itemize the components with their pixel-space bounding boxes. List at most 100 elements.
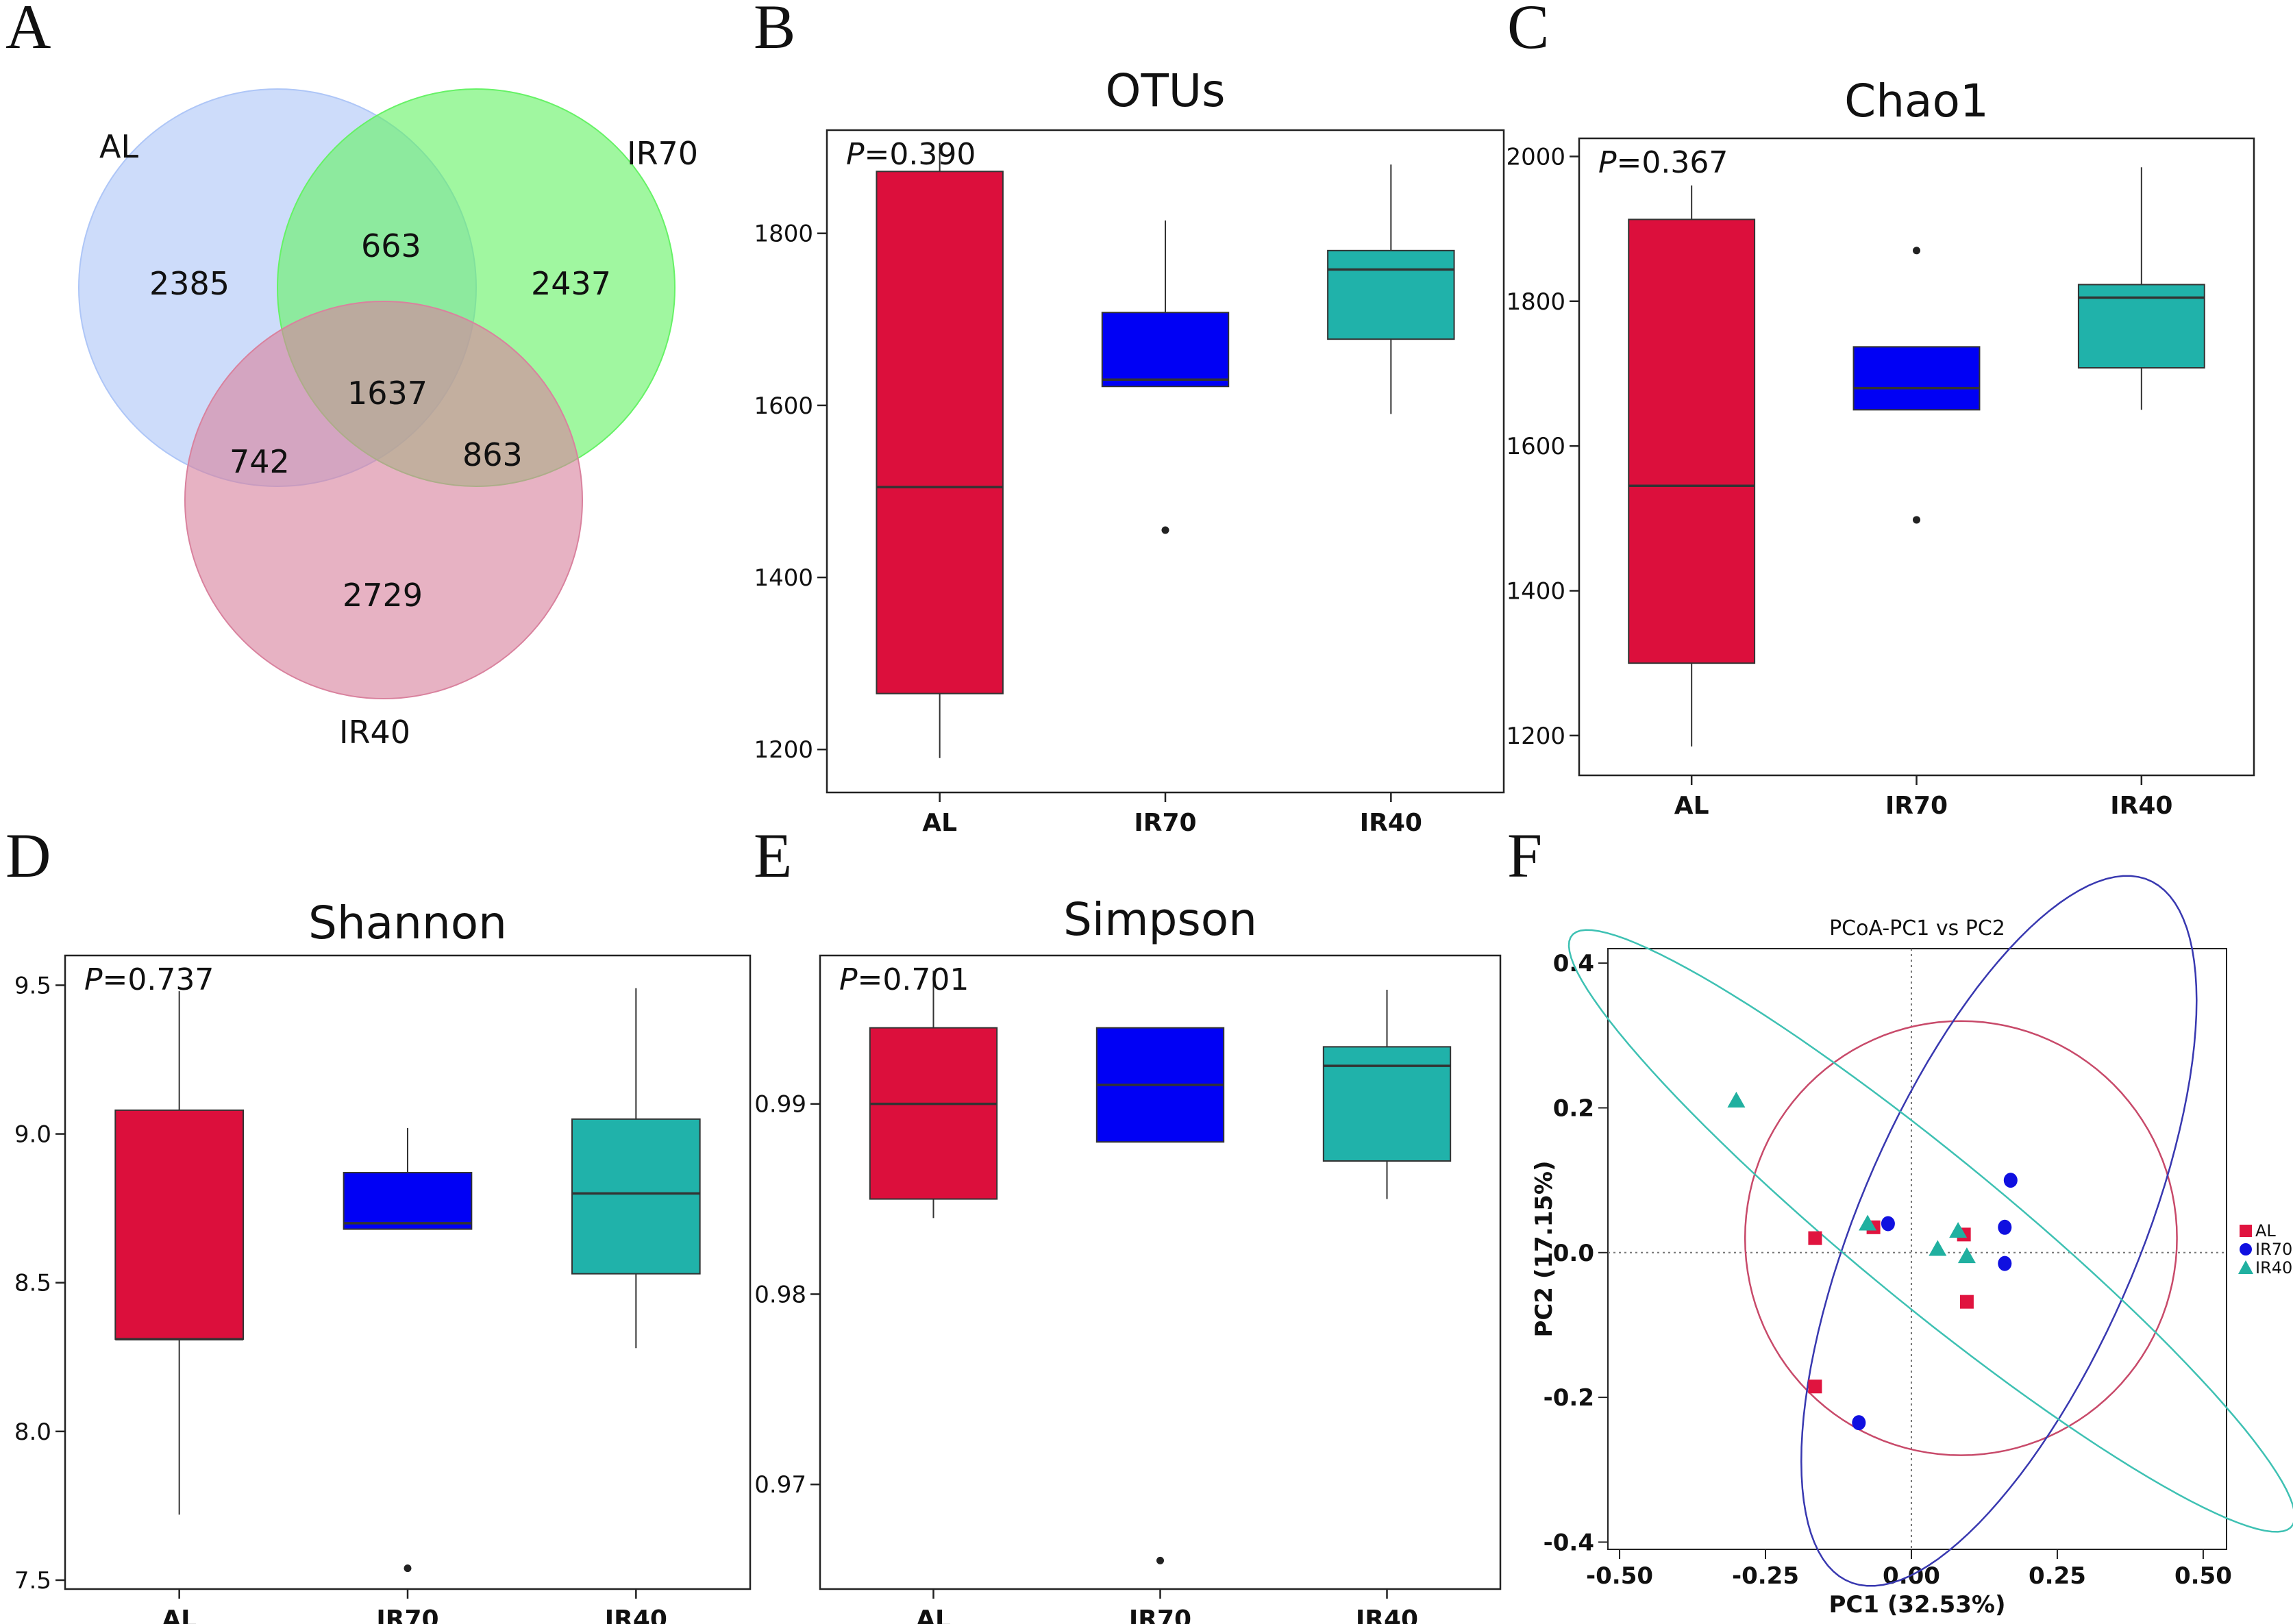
x-tick-label-al: AL — [922, 809, 957, 837]
venn-count-al-only: 2385 — [149, 265, 230, 302]
data-point-ir70 — [1998, 1256, 2012, 1271]
box-al — [114, 1109, 244, 1340]
data-point-ir40 — [1957, 1247, 1976, 1264]
y-tick-label: 0.97 — [754, 1471, 806, 1499]
venn-count-ir70-only: 2437 — [531, 265, 611, 302]
chart-title: Shannon — [308, 897, 507, 949]
y-tick-label: 1600 — [754, 392, 813, 420]
box-ir70 — [1101, 312, 1230, 388]
p-value-number: =0.390 — [865, 137, 976, 172]
legend-label-ir40: IR40 — [2255, 1258, 2292, 1277]
venn-label-ir40: IR40 — [339, 714, 410, 751]
p-value-label: P=0.737 — [84, 962, 214, 997]
box-al — [876, 171, 1004, 695]
y-tick-label: 9.0 — [14, 1121, 51, 1149]
box-ir70 — [1852, 346, 1981, 411]
legend-marker-ir70 — [2240, 1243, 2252, 1256]
venn-count-ir70-ir40: 863 — [462, 436, 523, 473]
y-tick-label: 7.5 — [14, 1567, 51, 1595]
x-tick-label: 0.50 — [2174, 1562, 2232, 1590]
panel-letters: A B C D E F — [5, 0, 1549, 890]
venn-count-all: 1637 — [347, 375, 427, 412]
y-tick-label: -0.2 — [1544, 1384, 1594, 1412]
venn-count-ir40-only: 2729 — [343, 577, 423, 614]
panel-letter-d: D — [5, 821, 51, 890]
data-point-ir70 — [1998, 1219, 2012, 1235]
outlier-point-ir70 — [1913, 516, 1920, 524]
chart-title: Chao1 — [1844, 75, 1989, 127]
x-tick-label-al: AL — [1674, 792, 1709, 820]
x-tick-label-ir40: IR40 — [2110, 792, 2172, 820]
pcoa-title: PCoA-PC1 vs PC2 — [1829, 916, 2005, 940]
x-tick-label-ir70: IR70 — [1885, 792, 1948, 820]
box-ir40 — [1327, 249, 1455, 340]
p-value-label: P=0.701 — [839, 962, 969, 997]
data-point-al — [1808, 1379, 1822, 1394]
y-tick-label: 0.98 — [754, 1281, 806, 1308]
y-tick-label: 2000 — [1506, 143, 1565, 171]
panel-letter-a: A — [5, 0, 51, 62]
y-tick-label: 0.2 — [1553, 1095, 1594, 1122]
data-point-ir40 — [1727, 1091, 1746, 1108]
y-tick-label: 1400 — [1506, 578, 1565, 605]
x-tick-label-ir70: IR70 — [1134, 809, 1196, 837]
data-point-ir40 — [1949, 1222, 1968, 1238]
data-point-ir70 — [1881, 1216, 1895, 1232]
y-tick-label: 1800 — [754, 221, 813, 248]
panel-e: Simpson 0.97 0.98 0.99 AL IR70 IR40 P=0.701 — [754, 893, 1502, 1624]
venn-count-al-ir70: 663 — [361, 227, 421, 264]
p-value-symbol: P — [839, 962, 858, 997]
venn-circle-ir40 — [184, 301, 583, 699]
confidence-ellipse-ir40 — [1567, 929, 2293, 1533]
p-value-symbol: P — [846, 137, 865, 172]
data-point-ir70 — [1852, 1415, 1866, 1431]
x-tick-label: -0.25 — [1732, 1562, 1799, 1590]
chart-title: Simpson — [1063, 893, 1257, 946]
outlier-point-ir70 — [1913, 247, 1920, 255]
y-tick-label: 1600 — [1506, 433, 1565, 460]
panel-letter-b: B — [754, 0, 795, 62]
data-point-ir40 — [1859, 1214, 1877, 1231]
y-axis-label: PC2 (17.15%) — [1530, 1160, 1558, 1337]
box-ir70 — [343, 1172, 473, 1230]
y-tick-label: 1200 — [754, 736, 813, 764]
x-tick-label-ir40: IR40 — [605, 1606, 667, 1624]
chart-title: OTUs — [1106, 64, 1226, 117]
venn-count-al-ir40: 742 — [230, 443, 290, 480]
p-value-symbol: P — [84, 962, 103, 997]
p-value-number: =0.701 — [858, 962, 969, 997]
y-tick-label: 0.0 — [1553, 1240, 1594, 1267]
plot-frame — [1607, 948, 2227, 1550]
y-tick-label: 8.0 — [14, 1419, 51, 1446]
x-tick-label-ir40: IR40 — [1360, 809, 1422, 837]
outlier-point-ir70 — [1156, 1556, 1164, 1564]
outlier-point-ir70 — [1161, 526, 1169, 534]
y-tick-label: 8.5 — [14, 1270, 51, 1297]
panel-c: Chao1 1200 1400 1600 1800 2000 AL IR70 IR40 P=0.3… — [1506, 75, 2255, 820]
x-tick-label-al: AL — [162, 1606, 197, 1624]
data-point-ir70 — [2003, 1173, 2018, 1188]
legend-label-ir70: IR70 — [2255, 1240, 2292, 1259]
outlier-point-ir70 — [404, 1564, 412, 1573]
box-ir40 — [1322, 1046, 1452, 1162]
x-tick-label-ir70: IR70 — [1129, 1606, 1191, 1624]
y-tick-label: 0.99 — [754, 1091, 806, 1119]
y-tick-label: 1200 — [1506, 723, 1565, 750]
venn-label-al: AL — [99, 128, 138, 165]
panel-letter-c: C — [1507, 0, 1549, 62]
confidence-ellipse-ir70 — [1800, 875, 2198, 1587]
data-point-ir40 — [1929, 1240, 1947, 1256]
x-tick-label: -0.50 — [1586, 1562, 1653, 1590]
x-tick-label-ir40: IR40 — [1356, 1606, 1418, 1624]
venn-diagram: AL IR70 IR40 2385 2437 2729 663 742 863 1637 — [78, 88, 698, 751]
x-tick-label: 0.25 — [2029, 1562, 2086, 1590]
y-tick-label: 9.5 — [14, 972, 51, 999]
data-point-al — [1959, 1295, 1974, 1309]
panel-d: Shannon 7.5 8.0 8.5 9.0 9.5 AL IR70 IR40 P=0.737 — [14, 897, 752, 1624]
box-ir40 — [571, 1118, 701, 1275]
p-value-label: P=0.367 — [1598, 145, 1728, 180]
x-tick-label-ir70: IR70 — [376, 1606, 438, 1624]
p-value-symbol: P — [1598, 145, 1617, 180]
